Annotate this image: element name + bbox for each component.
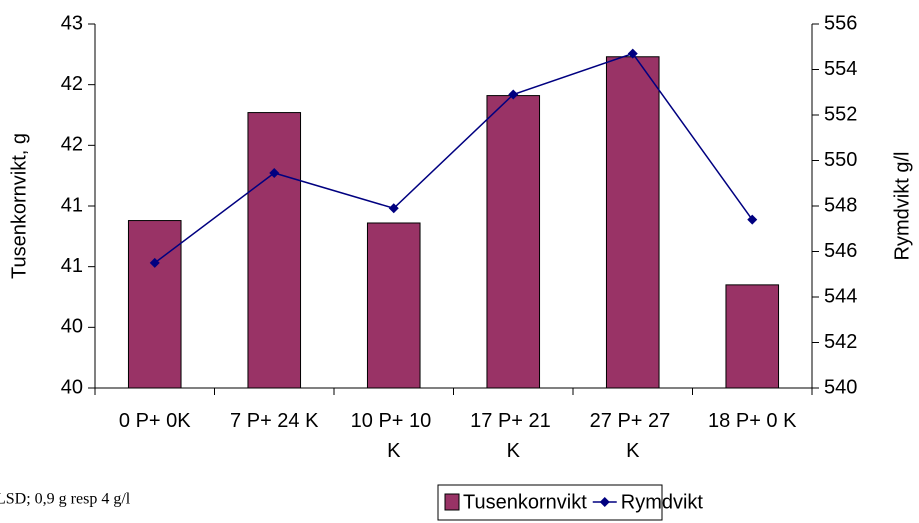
- y2-tick-label: 540: [824, 376, 857, 398]
- marker: [269, 168, 280, 179]
- y-tick-label: 43: [61, 12, 83, 34]
- x-tick-label: 7 P+ 24 K: [230, 410, 319, 432]
- y2-tick-label: 554: [824, 58, 857, 80]
- bar: [247, 112, 302, 389]
- marker: [508, 89, 519, 100]
- bar: [725, 284, 780, 389]
- marker: [627, 48, 638, 59]
- y-tick-label: 42: [61, 73, 83, 95]
- y-tick-label: 40: [61, 316, 83, 338]
- marker: [747, 214, 758, 225]
- y2-tick-label: 548: [824, 194, 857, 216]
- y2-tick-label: 544: [824, 285, 857, 307]
- y-tick-label: 41: [61, 255, 83, 277]
- legend-box: [437, 484, 663, 521]
- bar: [486, 95, 541, 389]
- y-tick-label: 42: [61, 134, 83, 156]
- y2-tick-label: 550: [824, 149, 857, 171]
- legend-marker: [599, 497, 610, 507]
- bar: [605, 56, 660, 389]
- y2-tick-label: 556: [824, 12, 857, 34]
- y2-tick-label: 552: [824, 103, 857, 125]
- x-tick-label: 17 P+ 21 K: [470, 410, 556, 462]
- x-tick-label: 27 P+ 27 K: [590, 410, 676, 462]
- line: [154, 52, 753, 264]
- y2-tick-label: 546: [824, 240, 857, 262]
- note: LSD; 0,9 g resp 4 g/l: [0, 491, 131, 508]
- y-tick-label: 40: [61, 376, 83, 398]
- y-tick-label: 41: [61, 194, 83, 216]
- y2-axis-title: Rymdvikt g/l: [891, 152, 913, 261]
- bar: [127, 220, 182, 389]
- x-tick-label: 18 P+ 0 K: [708, 410, 797, 432]
- marker: [149, 257, 160, 268]
- x-tick-label: 0 P+ 0K: [119, 410, 191, 432]
- legend-swatch: [444, 493, 460, 511]
- y2-tick-label: 542: [824, 331, 857, 353]
- marker: [388, 203, 399, 214]
- legend-label: Rymdvikt: [621, 491, 704, 513]
- bar: [366, 222, 421, 389]
- legend-label: Tusenkornvikt: [463, 491, 587, 513]
- x-tick-label: 10 P+ 10 K: [351, 410, 437, 462]
- y-axis-title: Tusenkornvikt, g: [8, 133, 30, 279]
